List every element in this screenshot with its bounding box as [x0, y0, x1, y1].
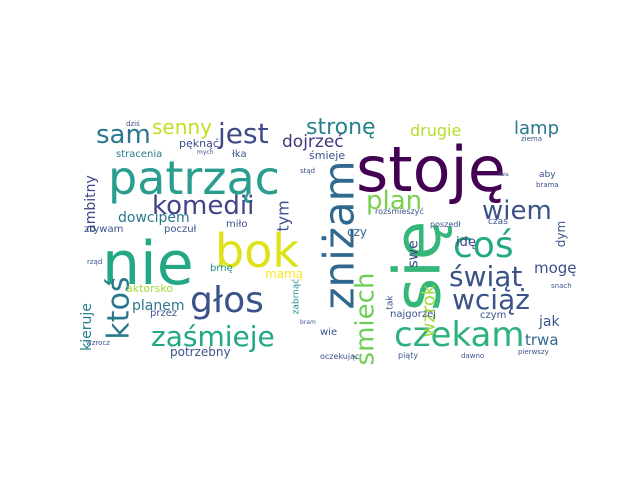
- cloud-word: stracenia: [116, 149, 163, 160]
- cloud-word: świąt: [449, 260, 523, 293]
- cloud-word: lamp: [514, 118, 559, 139]
- cloud-word: pęknąć: [179, 137, 219, 150]
- cloud-word: piąty: [398, 351, 419, 360]
- cloud-word: aktorsko: [126, 282, 174, 295]
- cloud-word: sam: [96, 120, 151, 150]
- cloud-word: mogę: [534, 259, 577, 277]
- cloud-word: coś: [453, 225, 514, 266]
- cloud-word: śmieje: [309, 149, 346, 162]
- cloud-word: łka: [232, 149, 247, 160]
- cloud-word: tak: [385, 294, 396, 310]
- cloud-word: najgorzej: [390, 309, 437, 320]
- cloud-word: wciąż: [452, 283, 530, 316]
- cloud-word: rząd: [87, 258, 103, 266]
- cloud-word: trwa: [525, 331, 559, 349]
- cloud-word: planem: [132, 298, 185, 314]
- cloud-word: miło: [226, 219, 248, 230]
- cloud-word: brnę: [210, 263, 233, 274]
- cloud-word: mamą: [265, 267, 304, 281]
- cloud-word: zabrnąć: [290, 278, 301, 314]
- cloud-word: czym: [480, 310, 507, 321]
- cloud-word: dowcipem: [118, 210, 190, 226]
- cloud-word: tym: [273, 199, 293, 232]
- cloud-word: dziś: [126, 120, 140, 128]
- cloud-word: wiem: [482, 196, 552, 226]
- cloud-word: plan: [366, 186, 423, 216]
- cloud-word: snach: [551, 282, 572, 290]
- cloud-word: głos: [190, 280, 264, 321]
- cloud-word: swe: [405, 239, 422, 268]
- cloud-word: czekam: [394, 315, 525, 355]
- cloud-word: drugie: [410, 121, 462, 140]
- cloud-word: wie: [320, 327, 338, 338]
- cloud-word: rozśmieszyć: [375, 207, 424, 216]
- cloud-word: poszedł: [430, 220, 461, 229]
- cloud-word: mych: [197, 149, 214, 156]
- cloud-word: pierwszy: [518, 348, 549, 356]
- cloud-word: śmiech: [349, 272, 380, 365]
- cloud-word: bram: [300, 319, 316, 326]
- cloud-word: dym: [554, 220, 569, 248]
- cloud-word: jest: [218, 117, 269, 150]
- cloud-word: potrzebny: [170, 345, 231, 359]
- cloud-word: poczuł: [164, 224, 197, 235]
- cloud-word: idę: [456, 235, 476, 250]
- cloud-word: przez: [150, 308, 178, 319]
- cloud-word: patrząc: [108, 151, 280, 205]
- cloud-word: brama: [536, 181, 559, 189]
- cloud-word: dawno: [461, 352, 485, 360]
- cloud-word: bok: [215, 224, 299, 278]
- cloud-word: nie: [102, 229, 194, 299]
- cloud-word: senny: [152, 115, 212, 139]
- cloud-word: ziema: [521, 135, 543, 143]
- cloud-word: zaśmieje: [151, 320, 275, 353]
- word-cloud: stoję nie się bok patrząc zniżam czekam głos coś…: [79, 115, 577, 365]
- cloud-word: aby: [539, 170, 556, 180]
- cloud-word: jak: [539, 314, 560, 330]
- cloud-word: zrywam: [84, 224, 124, 235]
- cloud-word: wzrocz: [86, 339, 110, 347]
- cloud-word: stoję: [356, 133, 506, 206]
- cloud-word: oczekując: [320, 352, 360, 361]
- cloud-word: komedii: [152, 191, 255, 221]
- cloud-word: fiała: [498, 172, 509, 178]
- cloud-word: czy: [347, 225, 367, 239]
- cloud-word: stąd: [300, 167, 316, 175]
- cloud-word: stronę: [306, 115, 376, 140]
- cloud-word: dojrzeć: [282, 132, 344, 152]
- cloud-word: czas: [488, 217, 508, 227]
